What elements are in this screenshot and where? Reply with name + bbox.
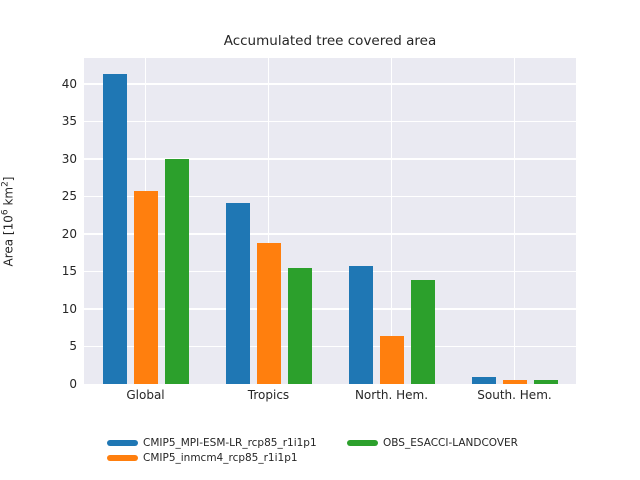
y-tick-label: 35 bbox=[61, 114, 77, 129]
y-axis-label: Area [106 km2] bbox=[1, 157, 16, 287]
bar bbox=[164, 158, 189, 384]
gridline bbox=[84, 83, 576, 85]
y-tick-label: 0 bbox=[69, 377, 77, 391]
legend-marker bbox=[107, 440, 138, 446]
bar bbox=[471, 376, 496, 384]
bar bbox=[225, 203, 250, 384]
bar bbox=[502, 380, 527, 384]
gridline bbox=[84, 195, 576, 198]
legend-item: OBS_ESACCI-LANDCOVER bbox=[347, 436, 518, 450]
bar-groups bbox=[84, 58, 576, 384]
gridline bbox=[513, 58, 516, 384]
x-tick-label: North. Hem. bbox=[354, 388, 429, 402]
legend-marker bbox=[347, 440, 378, 446]
legend-label: CMIP5_inmcm4_rcp85_r1i1p1 bbox=[143, 452, 298, 464]
y-tick-label: 20 bbox=[61, 226, 77, 241]
x-tick-label: South. Hem. bbox=[477, 388, 552, 402]
gridline bbox=[267, 58, 270, 384]
y-tick-label: 30 bbox=[61, 151, 77, 166]
gridline bbox=[84, 308, 576, 310]
legend-label: CMIP5_MPI-ESM-LR_rcp85_r1i1p1 bbox=[143, 437, 317, 449]
gridline bbox=[84, 233, 576, 235]
plot-area bbox=[84, 58, 576, 384]
bar bbox=[256, 242, 281, 384]
bar-group-tropics bbox=[207, 58, 330, 384]
gridline bbox=[84, 270, 576, 273]
y-tick-label: 25 bbox=[61, 189, 77, 204]
gridline bbox=[84, 120, 576, 123]
y-tick-label: 40 bbox=[61, 76, 77, 91]
y-tick-label: 15 bbox=[61, 264, 77, 279]
bar bbox=[287, 268, 312, 384]
gridline bbox=[84, 345, 576, 348]
legend-item: CMIP5_inmcm4_rcp85_r1i1p1 bbox=[107, 451, 298, 465]
x-tick-label: Global bbox=[126, 388, 165, 402]
bar bbox=[133, 191, 158, 384]
y-axis-label-square: 2 bbox=[0, 181, 11, 187]
bar bbox=[102, 74, 127, 384]
y-tick-label: 5 bbox=[69, 339, 77, 354]
y-axis-label-text: Area [10 bbox=[1, 215, 16, 267]
legend-marker bbox=[107, 455, 138, 461]
bar bbox=[410, 279, 435, 384]
y-axis-label-unit: km bbox=[1, 186, 16, 210]
gridline bbox=[84, 158, 576, 160]
y-tick-label: 10 bbox=[61, 301, 77, 316]
x-tick-label: Tropics bbox=[247, 388, 290, 402]
bar bbox=[379, 335, 404, 384]
bar bbox=[348, 266, 373, 384]
gridline bbox=[390, 58, 393, 384]
bar-group-north-hem bbox=[330, 58, 453, 384]
bar-group-south-hem bbox=[453, 58, 576, 384]
chart-title: Accumulated tree covered area bbox=[223, 33, 437, 49]
y-axis-label-bracket: ] bbox=[1, 176, 16, 182]
bar-group-global bbox=[84, 58, 207, 384]
legend-item: CMIP5_MPI-ESM-LR_rcp85_r1i1p1 bbox=[107, 436, 317, 450]
y-axis-label-exponent: 6 bbox=[0, 209, 11, 216]
bar bbox=[533, 379, 558, 384]
legend-label: OBS_ESACCI-LANDCOVER bbox=[383, 437, 518, 449]
